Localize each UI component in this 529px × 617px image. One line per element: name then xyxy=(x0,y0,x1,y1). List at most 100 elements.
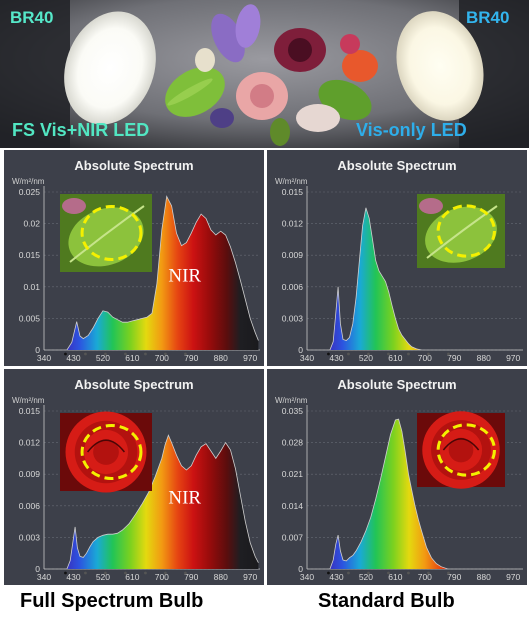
axis-dot xyxy=(164,571,167,575)
spectrum-chart-std-leaf: Absolute Spectrum W/m²/nm 0 0.003 0.006 0.009… xyxy=(275,158,523,363)
axis-dot xyxy=(64,571,67,575)
x-tick-label: 610 xyxy=(125,353,139,363)
dashed-highlight-circle xyxy=(80,204,143,262)
spectrum-outline xyxy=(329,418,448,569)
axis-dot xyxy=(367,352,370,356)
axis-dot xyxy=(164,352,167,356)
axis-dot xyxy=(104,352,107,356)
left-model-label: BR40 xyxy=(10,8,54,27)
left-led-label: FS Vis+NIR LED xyxy=(12,120,150,140)
axis-dot xyxy=(184,352,187,356)
x-tick-label: 700 xyxy=(155,353,169,363)
y-tick-label: 0.007 xyxy=(282,532,304,542)
y-tick-label: 0.009 xyxy=(282,250,304,260)
x-tick-label: 790 xyxy=(447,353,461,363)
spectrum-panel-std-leaf: Absolute Spectrum W/m²/nm 0 0.003 0.006 0.009… xyxy=(267,150,527,366)
axis-dot xyxy=(327,571,330,575)
x-tick-label: 340 xyxy=(300,572,314,582)
x-tick-label: 880 xyxy=(477,572,491,582)
right-model-label: BR40 xyxy=(466,8,510,27)
axis-dot xyxy=(447,352,450,356)
spectrum-outline xyxy=(66,434,259,569)
y-tick-label: 0 xyxy=(298,345,303,355)
axis-dot xyxy=(144,352,147,356)
chart-title: Absolute Spectrum xyxy=(337,377,456,392)
axis-dot xyxy=(104,571,107,575)
chart-title: Absolute Spectrum xyxy=(74,158,193,173)
axis-dot xyxy=(144,571,147,575)
spectrum-outline xyxy=(329,207,422,350)
axis-dot xyxy=(407,571,410,575)
x-tick-label: 880 xyxy=(214,572,228,582)
axis-dot xyxy=(184,571,187,575)
y-tick-label: 0.012 xyxy=(19,438,41,448)
axis-dot xyxy=(447,571,450,575)
spectrum-panel-fs-leaf: Absolute Spectrum W/m²/nm 0 0.005 0.01 0.015 0… xyxy=(4,150,264,366)
right-bulb xyxy=(396,11,484,121)
x-tick-label: 340 xyxy=(37,572,51,582)
chart-title: Absolute Spectrum xyxy=(74,377,193,392)
y-tick-label: 0.028 xyxy=(282,438,304,448)
caption-full-spectrum: Full Spectrum Bulb xyxy=(20,590,204,612)
left-bulb xyxy=(64,11,156,125)
y-tick-label: 0.015 xyxy=(282,187,304,197)
y-tick-label: 0.014 xyxy=(282,501,304,511)
nir-annotation: NIR xyxy=(168,488,201,509)
y-axis-unit: W/m²/nm xyxy=(275,177,308,186)
x-tick-label: 880 xyxy=(214,353,228,363)
axis-dot xyxy=(124,571,127,575)
axis-dot xyxy=(427,352,430,356)
x-tick-label: 700 xyxy=(155,572,169,582)
spectrum-panel-fs-rose: Absolute Spectrum W/m²/nm 0 0.003 0.006 0.009… xyxy=(4,369,264,585)
x-tick-label: 970 xyxy=(243,353,257,363)
x-tick-label: 520 xyxy=(96,572,110,582)
x-tick-label: 610 xyxy=(388,353,402,363)
x-tick-label: 880 xyxy=(477,353,491,363)
axis-dot xyxy=(387,571,390,575)
x-tick-label: 520 xyxy=(359,353,373,363)
x-tick-label: 430 xyxy=(66,353,80,363)
y-tick-label: 0.015 xyxy=(19,406,41,416)
x-tick-label: 430 xyxy=(329,572,343,582)
axis-dot xyxy=(427,571,430,575)
y-axis-unit: W/m²/nm xyxy=(12,177,45,186)
y-tick-label: 0.015 xyxy=(19,250,41,260)
axis-dot xyxy=(347,352,350,356)
caption-standard: Standard Bulb xyxy=(318,590,455,612)
y-tick-label: 0.025 xyxy=(19,187,41,197)
x-tick-label: 520 xyxy=(359,572,373,582)
spectrum-outline xyxy=(66,195,259,350)
axis-dot xyxy=(407,352,410,356)
axis-dot xyxy=(84,352,87,356)
y-tick-label: 0.035 xyxy=(282,406,304,416)
axis-dot xyxy=(367,571,370,575)
y-tick-label: 0.02 xyxy=(23,219,40,229)
x-tick-label: 340 xyxy=(300,353,314,363)
x-tick-label: 970 xyxy=(506,572,520,582)
dashed-highlight-circle xyxy=(80,423,143,481)
spectrum-chart-fs-leaf: Absolute Spectrum W/m²/nm 0 0.005 0.01 0.015 0… xyxy=(12,158,260,363)
x-tick-label: 340 xyxy=(37,353,51,363)
rose-inset-photo xyxy=(417,411,505,489)
x-tick-label: 700 xyxy=(418,353,432,363)
spectrum-area xyxy=(66,196,259,350)
y-tick-label: 0.005 xyxy=(19,313,41,323)
x-tick-label: 790 xyxy=(184,572,198,582)
x-tick-label: 430 xyxy=(66,572,80,582)
x-tick-label: 610 xyxy=(388,572,402,582)
dashed-highlight-circle xyxy=(436,423,496,477)
axis-dot xyxy=(387,352,390,356)
spectrum-area xyxy=(329,419,448,569)
y-axis-unit: W/m²/nm xyxy=(275,396,308,405)
dashed-highlight-circle xyxy=(436,204,496,258)
x-tick-label: 970 xyxy=(506,353,520,363)
y-tick-label: 0.003 xyxy=(19,532,41,542)
y-tick-label: 0.009 xyxy=(19,469,41,479)
y-tick-label: 0.01 xyxy=(23,282,40,292)
x-tick-label: 970 xyxy=(243,572,257,582)
axis-dot xyxy=(64,352,67,356)
axis-dot xyxy=(84,571,87,575)
spectrum-area xyxy=(329,207,422,350)
axis-dot xyxy=(327,352,330,356)
axis-dot xyxy=(124,352,127,356)
